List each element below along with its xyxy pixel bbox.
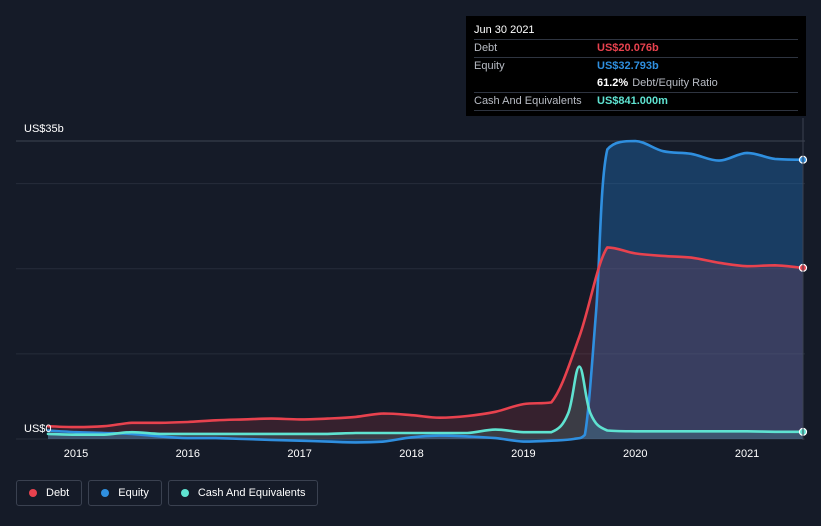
- x-axis-ticks: 2015 2016 2017 2018 2019 2020 2021: [64, 448, 760, 460]
- legend-label-equity: Equity: [118, 487, 149, 499]
- tooltip-debt-label: Debt: [474, 42, 498, 54]
- line-equity: [46, 139, 805, 444]
- x-tick-label: 2021: [735, 448, 759, 460]
- line-cash: [46, 365, 805, 437]
- series-areas: [48, 141, 803, 443]
- x-tick-label: 2015: [64, 448, 88, 460]
- tooltip-row-equity: Equity US$32.793b: [474, 57, 798, 75]
- area-equity: [48, 141, 803, 443]
- legend-dot-cash: [180, 489, 189, 497]
- tooltip-debt-value: US$20.076b: [597, 42, 659, 54]
- tooltip-cash-label: Cash And Equivalents: [474, 95, 582, 107]
- tooltip-row-debt: Debt US$20.076b: [474, 39, 798, 57]
- tooltip-equity-value: US$32.793b: [597, 60, 659, 72]
- legend-item-cash[interactable]: Cash And Equivalents: [167, 480, 319, 506]
- legend-label-debt: Debt: [46, 487, 70, 499]
- y-axis-label-top: US$35b: [24, 123, 64, 135]
- tooltip-date: Jun 30 2021: [474, 24, 535, 36]
- x-tick-label: 2020: [623, 448, 647, 460]
- y-axis-label-bottom: US$0: [24, 423, 52, 435]
- x-tick-label: 2017: [287, 448, 311, 460]
- legend-dot-debt: [29, 489, 37, 497]
- x-tick-label: 2016: [176, 448, 200, 460]
- legend-label-cash: Cash And Equivalents: [197, 487, 306, 499]
- tooltip-row-ratio: 61.2% Debt/Equity Ratio: [474, 75, 798, 92]
- tooltip-ratio-value: 61.2%: [597, 77, 629, 89]
- x-tick-label: 2019: [511, 448, 535, 460]
- series-lines: [46, 139, 805, 444]
- legend-item-equity[interactable]: Equity: [88, 480, 162, 506]
- gridlines: [16, 140, 805, 440]
- line-debt: [46, 246, 805, 429]
- x-tick-label: 2018: [399, 448, 423, 460]
- chart-legend: Debt Equity Cash And Equivalents: [16, 480, 319, 508]
- tooltip-bottom-rule: [474, 110, 798, 128]
- legend-dot-equity: [101, 489, 110, 497]
- legend-item-debt[interactable]: Debt: [16, 480, 83, 506]
- tooltip-ratio-spacer: [474, 75, 597, 92]
- tooltip-ratio-label: Debt/Equity Ratio: [632, 77, 718, 89]
- tooltip-row-cash: Cash And Equivalents US$841.000m: [474, 92, 798, 110]
- tooltip-panel: Jun 30 2021 Debt US$20.076b Equity US$32…: [466, 16, 806, 116]
- area-debt: [48, 247, 803, 439]
- tooltip-equity-label: Equity: [474, 60, 505, 72]
- tooltip-cash-value: US$841.000m: [597, 95, 668, 107]
